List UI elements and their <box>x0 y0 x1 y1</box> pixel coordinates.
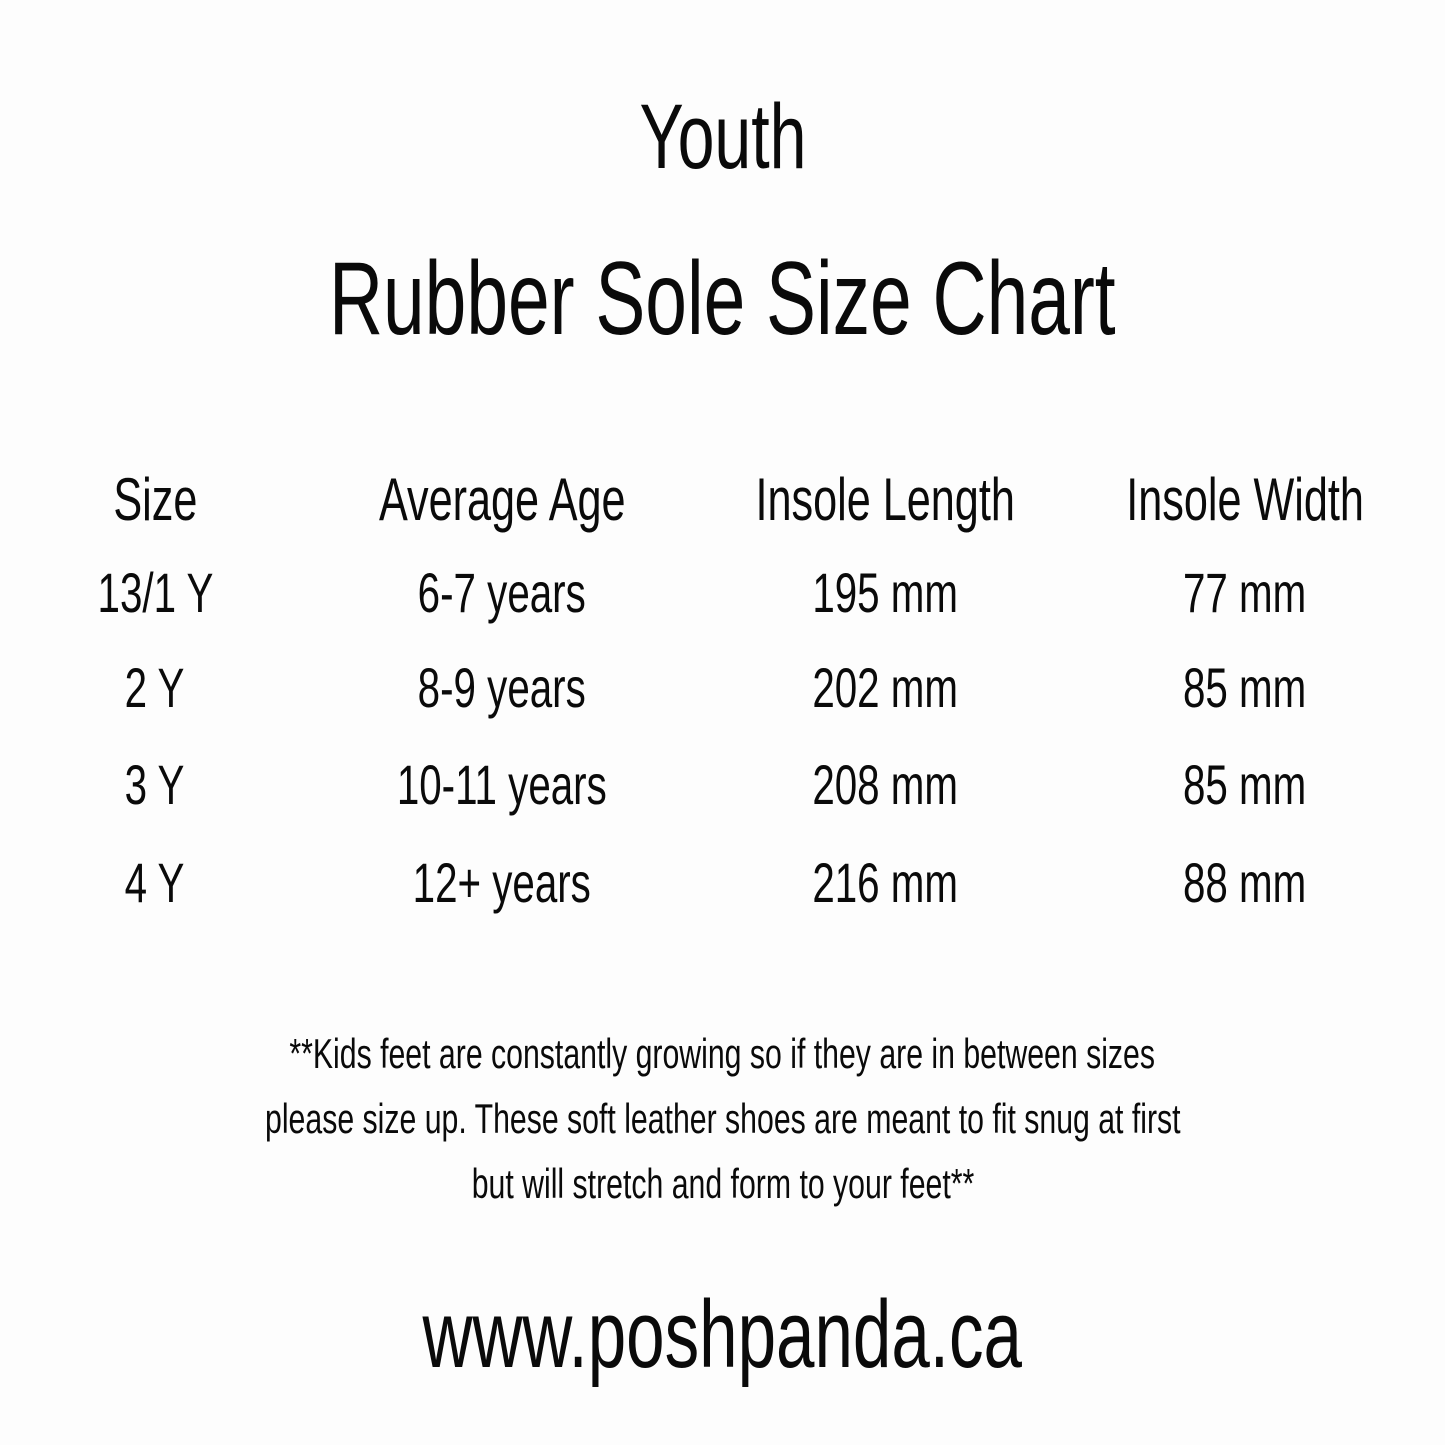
table-cell: 2 Y <box>125 656 185 719</box>
table-cell: 77 mm <box>1183 561 1307 624</box>
table-cell: 3 Y <box>125 753 185 816</box>
note-line: please size up. These soft leather shoes… <box>264 1095 1181 1142</box>
note-line: but will stretch and form to your feet** <box>471 1160 974 1207</box>
subtitle: Rubber Sole Size Chart <box>329 241 1116 357</box>
title: Youth <box>638 86 807 188</box>
column-header: Insole Width <box>1126 466 1364 533</box>
table-cell: 195 mm <box>812 561 958 624</box>
table-cell: 10-11 years <box>397 753 607 816</box>
table-cell: 6-7 years <box>417 561 587 624</box>
column-header: Average Age <box>378 466 626 533</box>
column-header: Size <box>112 466 198 533</box>
table-cell: 8-9 years <box>417 656 587 719</box>
column-header: Insole Length <box>755 466 1015 533</box>
table-cell: 85 mm <box>1183 656 1307 719</box>
table-cell: 85 mm <box>1183 753 1307 816</box>
table-cell: 4 Y <box>125 851 185 914</box>
note-line: **Kids feet are constantly growing so if… <box>289 1030 1156 1077</box>
table-cell: 13/1 Y <box>97 561 213 624</box>
table-cell: 88 mm <box>1183 851 1307 914</box>
table-cell: 12+ years <box>412 851 592 914</box>
table-cell: 216 mm <box>812 851 958 914</box>
table-cell: 208 mm <box>812 753 958 816</box>
table-cell: 202 mm <box>812 656 958 719</box>
website-url: www.poshpanda.ca <box>422 1281 1023 1388</box>
